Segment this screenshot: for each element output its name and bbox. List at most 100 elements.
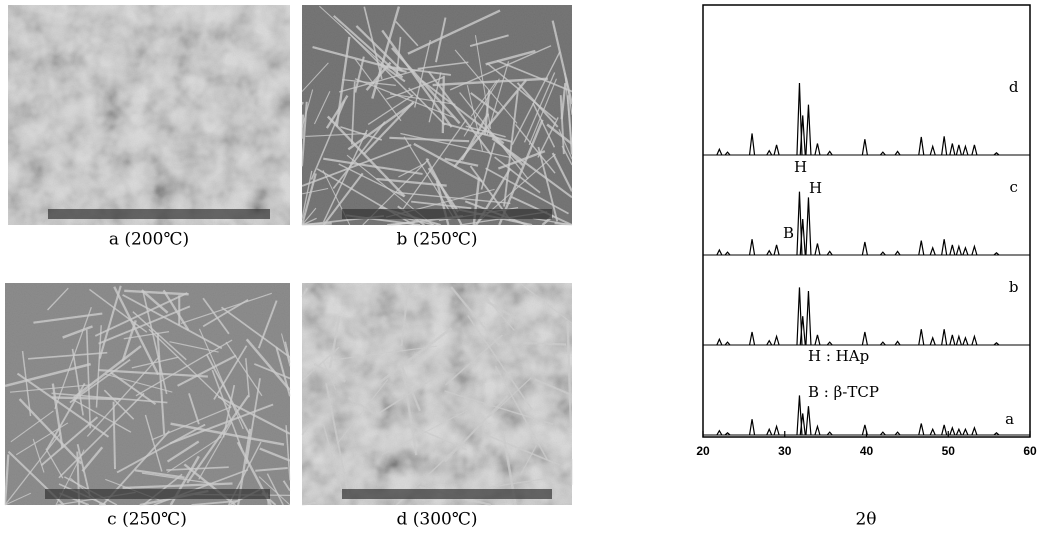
peak: [894, 250, 901, 256]
panel-label: b (250℃): [396, 230, 477, 250]
annotation: B: [783, 224, 794, 242]
peak: [805, 104, 812, 156]
scale-bar: [342, 209, 552, 219]
peak: [918, 329, 925, 346]
peak: [799, 316, 806, 346]
peak: [955, 144, 962, 156]
peak: [773, 424, 780, 436]
peak: [971, 334, 978, 346]
peak: [716, 337, 723, 346]
peak: [993, 252, 1000, 256]
peak: [941, 329, 948, 346]
peak: [766, 149, 773, 156]
peak: [814, 334, 821, 346]
panel-label: a (200℃): [109, 230, 189, 250]
peak: [796, 82, 803, 156]
series-label: c: [1009, 178, 1017, 196]
panel-label: d (300℃): [396, 510, 477, 530]
peak: [949, 425, 956, 436]
peak: [949, 244, 956, 256]
peak: [799, 413, 806, 436]
peak: [879, 251, 886, 256]
peak: [773, 244, 780, 256]
peak: [766, 427, 773, 436]
peak: [929, 335, 936, 346]
annotation: B : β-TCP: [808, 383, 879, 401]
peak: [993, 432, 1000, 436]
annotation: H: [809, 179, 822, 197]
peak: [941, 424, 948, 436]
x-tick-label: 30: [778, 444, 792, 458]
annotation: H: [794, 158, 807, 176]
peak: [814, 243, 821, 256]
peak: [962, 335, 969, 346]
peak: [861, 331, 868, 346]
peak: [861, 241, 868, 256]
peak: [796, 395, 803, 436]
scale-bar: [48, 209, 270, 219]
x-tick-label: 60: [1023, 444, 1037, 458]
peak: [879, 341, 886, 346]
sem-images: [3, 5, 574, 507]
peak: [929, 144, 936, 156]
peak: [716, 429, 723, 436]
peak: [805, 406, 812, 436]
peak: [894, 431, 901, 436]
peak: [766, 249, 773, 256]
peak: [799, 218, 806, 256]
series-label: a: [1005, 410, 1014, 428]
series-label: b: [1009, 278, 1019, 296]
peak: [814, 143, 821, 156]
peak: [955, 427, 962, 436]
grain: [302, 283, 572, 505]
peak: [918, 423, 925, 436]
peak: [971, 144, 978, 156]
x-tick-label: 50: [942, 444, 956, 458]
peak: [879, 151, 886, 156]
peak: [805, 290, 812, 346]
peak: [773, 144, 780, 156]
peak: [766, 339, 773, 346]
peak: [949, 143, 956, 156]
grain: [8, 5, 290, 225]
peak: [724, 151, 731, 156]
peak: [748, 239, 756, 256]
peak: [826, 431, 833, 436]
peak: [724, 251, 731, 256]
peak: [993, 342, 1000, 346]
peak: [826, 341, 833, 346]
peak: [962, 427, 969, 436]
peak: [929, 245, 936, 256]
x-tick-label: 20: [696, 444, 710, 458]
peak: [955, 244, 962, 256]
peak: [805, 197, 812, 256]
peak: [716, 147, 723, 156]
peak: [861, 424, 868, 436]
peak: [879, 431, 886, 436]
peak: [748, 419, 756, 436]
peak: [971, 425, 978, 436]
series-label: d: [1009, 78, 1019, 96]
peak: [861, 139, 868, 156]
x-tick-label: 40: [860, 444, 874, 458]
peak: [962, 144, 969, 156]
peak: [773, 334, 780, 346]
peak: [724, 432, 731, 436]
grain: [302, 5, 572, 225]
peak: [955, 334, 962, 346]
peak: [962, 245, 969, 256]
peak: [918, 240, 925, 256]
peak: [716, 248, 723, 256]
peak: [894, 340, 901, 346]
peak: [724, 341, 731, 346]
peak: [971, 244, 978, 256]
peak: [826, 250, 833, 256]
peak: [748, 133, 756, 156]
scale-bar: [342, 489, 552, 499]
peak: [894, 150, 901, 156]
peak: [918, 136, 925, 156]
scale-bar: [45, 489, 270, 499]
peak: [929, 427, 936, 436]
x-axis-label: 2θ: [855, 510, 876, 530]
